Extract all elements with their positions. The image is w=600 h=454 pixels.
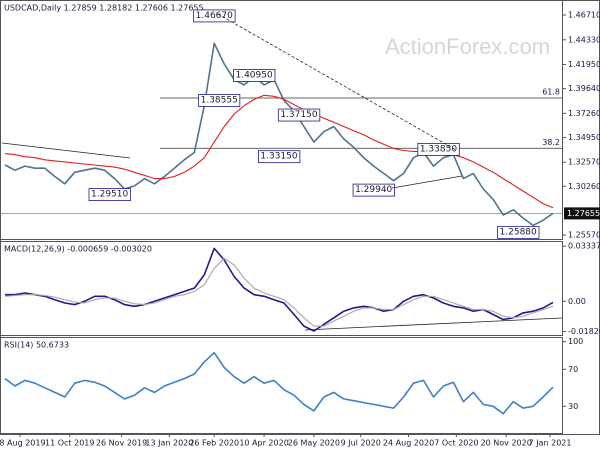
trend-line [391,175,463,189]
y-tick-label: 1.39640 [568,84,600,93]
series-line [4,42,554,227]
price-annotation: 1.46670 [193,9,236,23]
series-line [4,351,554,415]
annotation-box [198,94,241,107]
annotation-box [497,225,540,239]
last-price-box [564,207,600,220]
frame [0,0,600,435]
x-tick-label: 13 Jan 2020 [145,439,193,448]
annotation-label: 1.40950 [235,70,272,80]
annotation-label: 1.33150 [260,152,297,162]
x-tick-label: 26 May 2020 [288,439,340,448]
y-tick-label: -0.018262 [568,327,600,336]
panel-frame [0,337,563,434]
x-tick-label: 26 Feb 2020 [189,439,239,448]
y-tick-label: 1.37260 [568,109,600,118]
y-tick-label: 1.34950 [568,133,600,142]
x-tick-label: 24 Aug 2020 [383,439,434,448]
watermark: ActionForex.com [385,34,550,59]
annotation-label: 1.46670 [196,11,233,21]
x-tick-label: 20 Nov 2020 [481,439,532,448]
y-tick-label: 0.03337 [568,242,600,251]
panel-frame [0,241,563,336]
panel-title: RSI(14) 50.6733 [4,341,69,350]
x-tick-label: 7 Jan 2021 [529,439,572,448]
annotation-label: 1.29510 [91,190,128,200]
level-label: 61.8 [542,87,560,96]
price-annotation: 1.37150 [277,108,321,122]
annotation-label: 1.33850 [420,144,457,154]
y-tick-label: 1.41950 [568,60,600,69]
last-price-label: 1.27655 [567,209,600,218]
level-label: 38.2 [542,138,560,147]
y-tick-label: 1.44330 [568,35,600,44]
y-tick-label: 70 [568,365,578,374]
price-annotation: 1.29510 [88,188,131,201]
x-tick-label: 10 Apr 2020 [239,439,288,448]
trend-line [304,317,563,331]
annotation-label: 1.25880 [500,227,537,237]
annotation-label: 1.37150 [280,110,317,120]
y-tick-label: 1.25570 [568,231,600,240]
x-tick-label: 11 Oct 2019 [45,439,94,448]
series-line [5,247,554,332]
price-annotation: 1.40950 [233,69,276,82]
annotation-box [233,69,276,82]
price-annotation: 1.33850 [417,142,460,156]
series-line [4,257,554,327]
trend-line [217,13,457,151]
y-tick-label: 1.32570 [568,158,600,167]
annotation-label: 1.29940 [355,185,392,195]
x-tick-label: 9 Jul 2020 [341,439,381,448]
annotation-box [88,188,131,201]
trend-line [1,142,131,159]
y-tick-label: 100 [568,337,583,346]
annotation-box [352,183,395,197]
price-annotation: 1.33150 [257,150,301,164]
y-tick-label: 30 [568,402,578,411]
panel-title: MACD(12,26,9) -0.000659 -0.003020 [4,245,152,254]
y-tick-label: 1.30260 [568,182,600,191]
x-tick-label: 26 Nov 2019 [96,439,147,448]
series-line [4,94,554,209]
annotation-box [257,150,301,164]
x-tick-label: 28 Aug 2019 [0,439,46,448]
x-tick-label: 7 Oct 2020 [434,439,478,448]
panel-title: USDCAD,Daily 1.27859 1.28182 1.27606 1.2… [4,4,204,13]
price-annotation: 1.38555 [198,94,241,107]
annotation-box [193,9,236,23]
annotation-box [277,108,321,122]
y-tick-label: 1.46710 [568,10,600,19]
price-annotation: 1.29940 [352,183,395,197]
y-tick-label: 0.00 [568,297,586,306]
annotation-label: 1.38555 [201,95,238,105]
price-annotation: 1.25880 [497,225,540,239]
